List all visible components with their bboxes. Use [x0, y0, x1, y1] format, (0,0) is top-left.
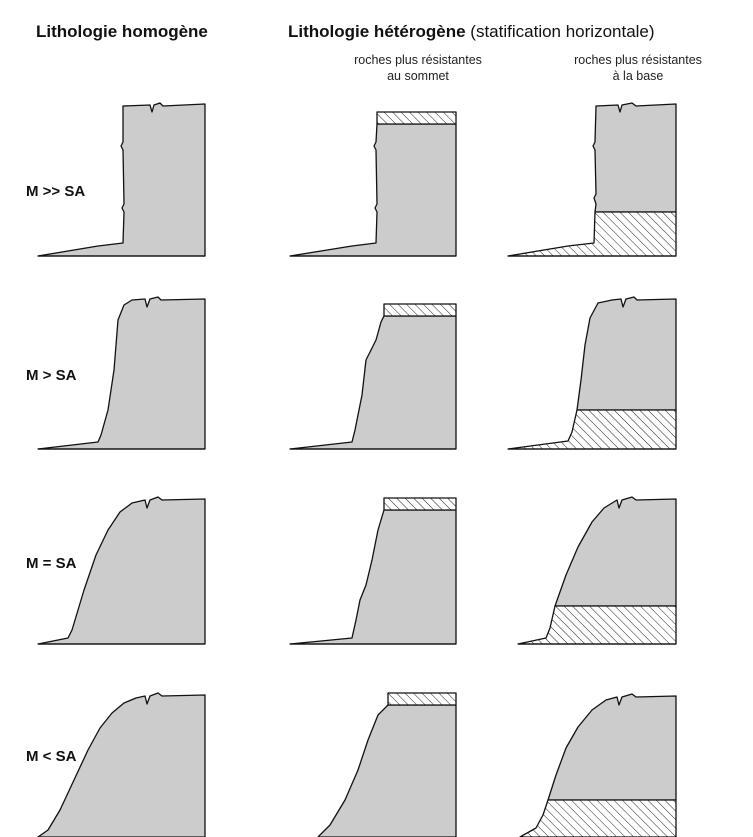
header-heterogeneous: Lithologie hétérogène (statification hor…: [288, 22, 655, 42]
header-homogeneous: Lithologie homogène: [36, 22, 208, 41]
subheader-base-line1: roches plus résistantes: [574, 53, 702, 67]
profile-r4-base-resistant: [519, 693, 677, 837]
row-label-2: M = SA: [26, 555, 77, 572]
row-label-1: M > SA: [26, 367, 77, 384]
profile-r1-homogeneous: [37, 102, 206, 257]
row-label-0: M >> SA: [26, 183, 86, 200]
subheader-base-line2: à la base: [612, 69, 664, 83]
subheader-base-resistant: roches plus résistantes à la base: [538, 52, 738, 84]
profile-r3-top-resistant: [289, 497, 457, 645]
profile-r2-homogeneous: [37, 296, 206, 450]
subheader-top-resistant: roches plus résistantes au sommet: [318, 52, 518, 84]
header-heterogeneous-note: (statification horizontale): [470, 22, 655, 41]
profile-r3-base-resistant: [517, 496, 677, 645]
subheader-top-line2: au sommet: [387, 69, 449, 83]
profile-r4-homogeneous: [37, 692, 206, 837]
row-label-3: M < SA: [26, 748, 77, 765]
subheader-top-line1: roches plus résistantes: [354, 53, 482, 67]
profile-r2-base-resistant: [507, 296, 677, 450]
profile-r3-homogeneous: [37, 496, 206, 645]
header-heterogeneous-bold: Lithologie hétérogène: [288, 22, 466, 41]
profile-r2-top-resistant: [289, 111, 457, 257]
profile-r3-base-resistant: [507, 102, 677, 257]
profile-r2-top-resistant-2: [289, 303, 457, 450]
profile-r4-top-resistant: [317, 692, 457, 837]
